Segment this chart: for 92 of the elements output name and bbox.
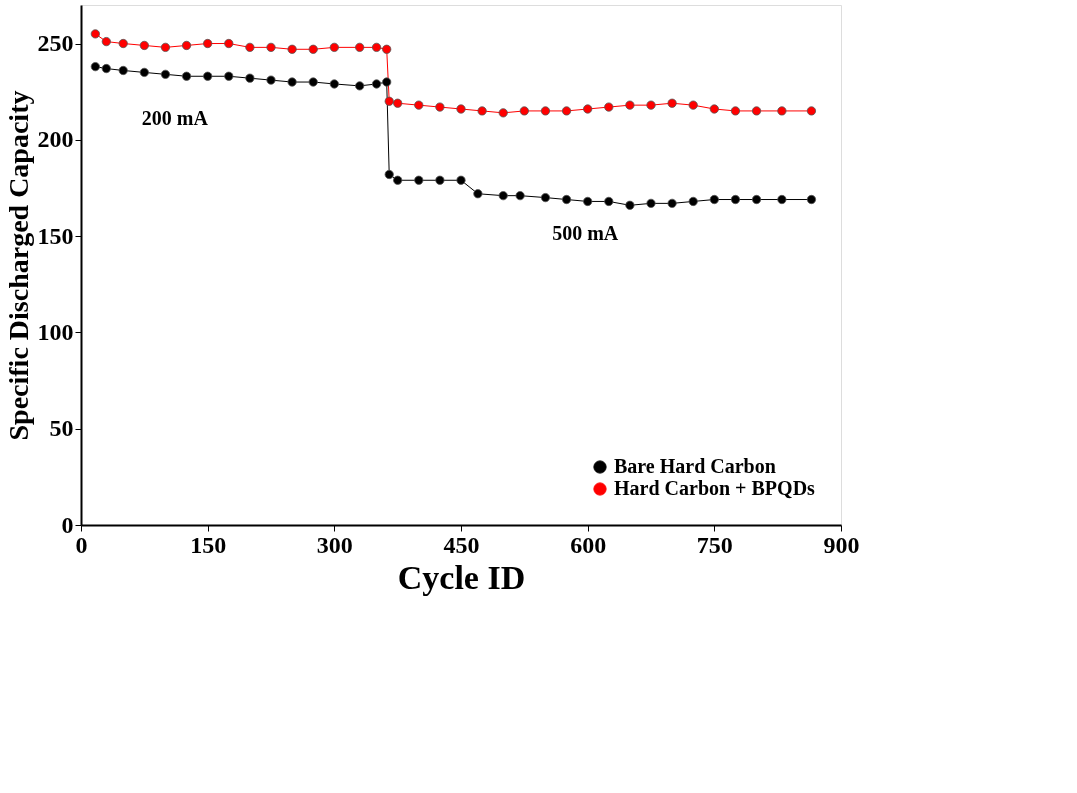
- point: [308, 77, 318, 87]
- point: [625, 200, 635, 210]
- point: [604, 196, 614, 207]
- x-tick-label: 600: [570, 531, 607, 558]
- point: [384, 169, 394, 180]
- point: [181, 71, 192, 81]
- point: [118, 65, 128, 76]
- legend-label: Bare Hard Carbon: [614, 455, 776, 477]
- point: [266, 75, 276, 85]
- annotation: 200 mA: [141, 107, 209, 130]
- point: [203, 38, 213, 49]
- point: [456, 104, 466, 114]
- point: [139, 40, 149, 51]
- y-tick-label: 50: [49, 415, 74, 442]
- point: [540, 193, 551, 203]
- point: [473, 189, 483, 199]
- x-tick-label: 450: [443, 531, 480, 558]
- point: [519, 106, 529, 116]
- point: [667, 98, 677, 108]
- point: [561, 194, 572, 205]
- point: [382, 44, 392, 54]
- point: [160, 69, 171, 79]
- y-tick-label: 250: [37, 30, 74, 57]
- y-tick-label: 150: [37, 222, 74, 249]
- point: [371, 42, 382, 52]
- point: [382, 77, 392, 87]
- point: [498, 108, 508, 118]
- point: [355, 81, 365, 91]
- point: [90, 29, 100, 39]
- point: [583, 104, 593, 114]
- point: [371, 79, 382, 89]
- point: [751, 106, 762, 116]
- x-tick-label: 150: [190, 531, 227, 558]
- point: [498, 191, 508, 201]
- point: [456, 175, 466, 185]
- x-tick-label: 900: [823, 531, 860, 558]
- point: [181, 40, 192, 51]
- point: [751, 194, 762, 205]
- point: [540, 106, 551, 116]
- point: [90, 62, 100, 72]
- point: [583, 196, 593, 207]
- point: [646, 198, 656, 208]
- point: [355, 42, 365, 52]
- point: [393, 98, 403, 108]
- y-tick-label: 200: [37, 126, 74, 153]
- legend-label: Hard Carbon + BPQDs: [614, 477, 816, 499]
- point: [245, 73, 255, 83]
- point: [101, 37, 111, 47]
- point: [139, 67, 149, 77]
- point: [329, 42, 339, 52]
- point: [730, 106, 741, 116]
- point: [561, 106, 572, 116]
- point: [414, 100, 424, 110]
- point: [160, 42, 171, 52]
- point: [384, 96, 394, 106]
- point: [604, 102, 614, 112]
- point: [667, 198, 677, 208]
- point: [393, 175, 403, 185]
- point: [414, 175, 424, 185]
- point: [625, 100, 635, 110]
- point: [688, 100, 698, 110]
- point: [287, 77, 297, 87]
- point: [245, 42, 255, 52]
- point: [435, 175, 445, 185]
- y-axis-title: Specific Discharged Capacity: [2, 90, 34, 441]
- point: [515, 191, 525, 201]
- point: [287, 44, 297, 54]
- x-tick-label: 750: [696, 531, 733, 558]
- point: [777, 194, 787, 205]
- point: [688, 196, 698, 207]
- point: [477, 106, 487, 116]
- point: [329, 79, 339, 89]
- point: [806, 106, 817, 116]
- y-tick-label: 100: [37, 318, 74, 345]
- x-tick-label: 300: [316, 531, 353, 558]
- x-axis-title: Cycle ID: [397, 558, 526, 596]
- point: [118, 38, 128, 49]
- annotation: 500 mA: [552, 221, 619, 244]
- point: [203, 71, 213, 81]
- y-tick-label: 0: [61, 511, 74, 538]
- point: [435, 102, 445, 112]
- point: [224, 71, 234, 81]
- point: [101, 63, 111, 74]
- point: [777, 106, 787, 116]
- point: [709, 194, 719, 205]
- point: [806, 194, 817, 205]
- point: [266, 42, 276, 52]
- point: [646, 100, 656, 110]
- point: [709, 104, 719, 114]
- point: [224, 38, 234, 49]
- point: [730, 194, 741, 205]
- point: [308, 44, 318, 54]
